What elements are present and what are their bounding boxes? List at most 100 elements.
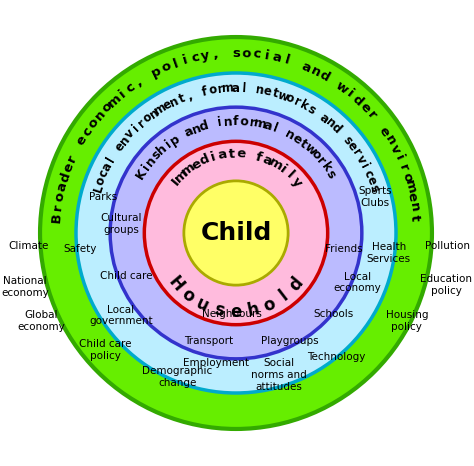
- Text: a: a: [232, 82, 240, 95]
- Text: s: s: [340, 133, 354, 147]
- Text: c: c: [252, 48, 261, 62]
- Text: m: m: [252, 116, 268, 132]
- Text: a: a: [100, 160, 115, 173]
- Text: w: w: [275, 88, 290, 104]
- Text: o: o: [239, 115, 249, 129]
- Text: d: d: [57, 171, 73, 184]
- Text: d: d: [317, 69, 332, 84]
- Text: m: m: [105, 91, 124, 110]
- Text: o: o: [99, 100, 115, 116]
- Text: a: a: [182, 124, 196, 139]
- Text: a: a: [262, 119, 273, 134]
- Text: Social
norms and
attitudes: Social norms and attitudes: [251, 358, 307, 391]
- Circle shape: [144, 141, 328, 325]
- Text: n: n: [190, 121, 203, 137]
- Text: a: a: [299, 60, 312, 75]
- Text: Schools: Schools: [313, 309, 353, 319]
- Text: a: a: [261, 152, 274, 168]
- Text: s: s: [149, 148, 164, 162]
- Text: r: r: [314, 154, 328, 167]
- Text: m: m: [172, 166, 191, 185]
- Text: r: r: [292, 95, 303, 109]
- Text: Child: Child: [201, 221, 272, 245]
- Text: f: f: [233, 115, 239, 128]
- Text: n: n: [382, 133, 398, 147]
- Text: h: h: [246, 300, 261, 320]
- Text: d: d: [198, 119, 210, 134]
- Text: n: n: [407, 202, 421, 212]
- Text: i: i: [117, 87, 128, 100]
- Text: Climate: Climate: [9, 241, 49, 252]
- Text: e: e: [357, 100, 373, 116]
- Text: l: l: [283, 54, 291, 68]
- Text: Child care
policy: Child care policy: [80, 339, 132, 361]
- Text: Sports
Clubs: Sports Clubs: [358, 186, 392, 208]
- Text: r: r: [217, 82, 224, 96]
- Text: m: m: [266, 156, 285, 173]
- Text: Pollution: Pollution: [425, 241, 470, 252]
- Text: t: t: [271, 87, 280, 101]
- Text: e: e: [262, 84, 273, 99]
- Text: i: i: [344, 87, 356, 100]
- Circle shape: [76, 73, 396, 393]
- Text: n: n: [92, 107, 108, 123]
- Text: c: c: [361, 168, 375, 179]
- Text: w: w: [301, 141, 319, 158]
- Text: i: i: [163, 138, 174, 151]
- Text: Housing
policy: Housing policy: [385, 310, 428, 332]
- Text: r: r: [349, 147, 364, 159]
- Text: v: v: [353, 153, 368, 166]
- Text: l: l: [171, 57, 180, 70]
- Text: o: o: [284, 91, 296, 106]
- Text: n: n: [283, 128, 297, 144]
- Text: i: i: [277, 163, 289, 176]
- Text: i: i: [358, 162, 371, 171]
- Text: y: y: [289, 175, 304, 190]
- Text: i: i: [263, 49, 270, 62]
- Text: r: r: [248, 116, 256, 130]
- Text: o: o: [399, 171, 415, 184]
- Text: r: r: [365, 109, 379, 122]
- Text: Neighbours: Neighbours: [201, 309, 262, 319]
- Text: Playgroups: Playgroups: [261, 336, 319, 346]
- Text: s: s: [366, 183, 381, 193]
- Text: c: c: [123, 80, 137, 95]
- Text: l: l: [242, 82, 246, 95]
- Text: h: h: [155, 142, 170, 157]
- Text: National
economy: National economy: [1, 276, 49, 298]
- Text: e: e: [230, 303, 242, 321]
- Text: o: o: [308, 147, 323, 163]
- Text: Demographic
change: Demographic change: [143, 366, 213, 388]
- Text: e: e: [61, 161, 76, 174]
- Text: o: o: [141, 111, 155, 126]
- Text: Health
Services: Health Services: [367, 242, 411, 264]
- Text: s: s: [323, 167, 338, 180]
- Text: v: v: [123, 127, 137, 142]
- Text: n: n: [223, 115, 233, 129]
- Text: e: e: [161, 98, 174, 113]
- Circle shape: [110, 107, 362, 359]
- Text: t: t: [408, 213, 422, 221]
- Text: n: n: [255, 83, 265, 97]
- Text: m: m: [222, 82, 235, 96]
- Text: r: r: [396, 162, 410, 173]
- Text: t: t: [228, 147, 235, 161]
- Text: Education
policy: Education policy: [420, 274, 472, 296]
- Text: v: v: [387, 142, 403, 156]
- Text: m: m: [152, 101, 169, 118]
- Text: L: L: [91, 183, 106, 194]
- Text: l: l: [276, 287, 292, 305]
- Text: e: e: [189, 157, 204, 172]
- Text: Local
government: Local government: [89, 305, 153, 327]
- Text: m: m: [402, 179, 418, 195]
- Text: Employment: Employment: [183, 358, 249, 368]
- Text: t: t: [177, 92, 187, 106]
- Circle shape: [184, 181, 288, 285]
- Text: c: c: [80, 124, 95, 138]
- Text: H: H: [164, 273, 187, 295]
- Text: a: a: [55, 181, 70, 193]
- Text: i: i: [130, 123, 142, 135]
- Text: e: e: [112, 139, 128, 153]
- Text: c: c: [190, 51, 201, 65]
- Text: o: o: [159, 60, 173, 75]
